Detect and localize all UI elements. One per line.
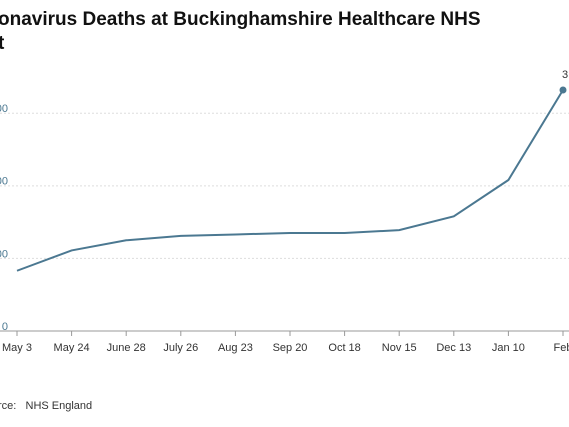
- x-tick-label: Jan 10: [492, 342, 525, 354]
- y-tick-label: 0: [2, 321, 8, 333]
- x-tick-label: June 28: [107, 342, 146, 354]
- chart-title: t: [0, 33, 5, 54]
- x-tick-label: Sep 20: [273, 342, 308, 354]
- x-tick-label: May 3: [2, 342, 32, 354]
- point: [559, 86, 567, 94]
- x-tick-label: Aug 23: [218, 342, 253, 354]
- x-tick-label: Feb: [554, 342, 569, 354]
- data-line: [16, 89, 564, 272]
- chart-title: onavirus Deaths at Buckinghamshire Healt…: [0, 9, 481, 30]
- value-label: 3: [562, 69, 568, 81]
- x-tick-label: Nov 15: [382, 342, 417, 354]
- source-note: rce: NHS England: [0, 400, 92, 412]
- x-tick-label: Dec 13: [436, 342, 471, 354]
- y-tick-label: 00: [0, 103, 8, 115]
- x-tick-label: May 24: [54, 342, 90, 354]
- x-tick-label: Oct 18: [328, 342, 360, 354]
- y-tick-label: 00: [0, 248, 8, 260]
- y-tick-label: 00: [0, 176, 8, 188]
- x-tick-label: July 26: [163, 342, 198, 354]
